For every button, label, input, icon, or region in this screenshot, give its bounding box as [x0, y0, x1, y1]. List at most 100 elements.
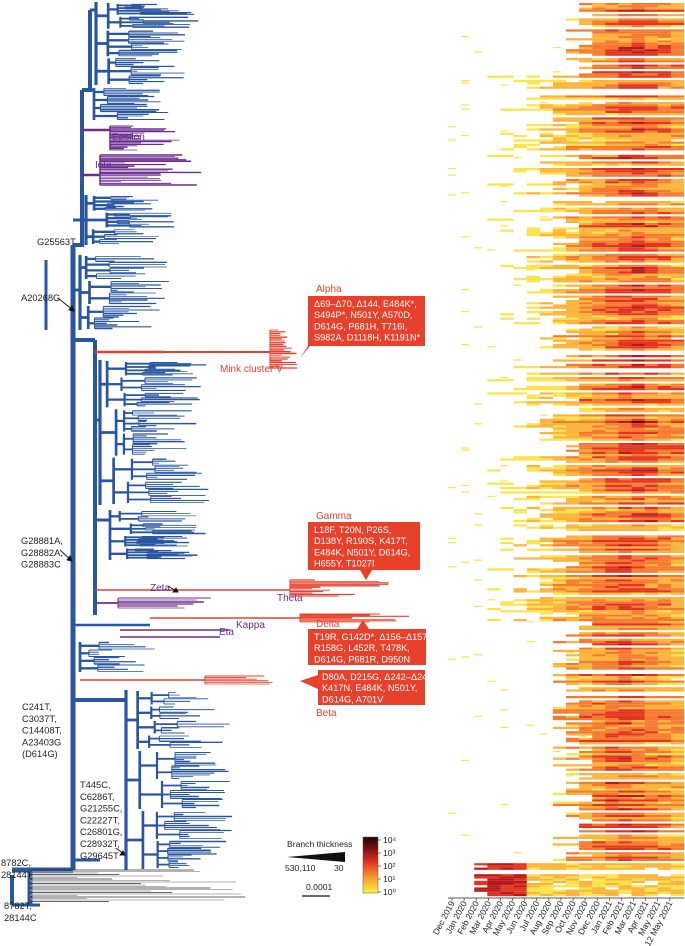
- heatmap-cell: [631, 590, 645, 593]
- heatmap-cell: [618, 592, 632, 595]
- heatmap-cell: [566, 487, 580, 490]
- beta-mutation-line: K417N, E484K, N501Y,: [322, 683, 417, 693]
- heatmap-cell: [670, 847, 685, 850]
- heatmap-cell: [526, 80, 540, 83]
- heatmap-cell: [605, 515, 619, 518]
- heatmap-cell: [670, 447, 685, 450]
- heatmap-cell: [657, 612, 672, 615]
- heatmap-cell: [644, 812, 658, 815]
- heatmap-cell: [579, 731, 593, 734]
- heatmap-cell: [605, 478, 619, 481]
- heatmap-cell: [474, 524, 483, 526]
- heatmap-cell: [566, 544, 580, 547]
- heatmap-cell: [592, 53, 606, 56]
- heatmap-cell: [605, 746, 619, 749]
- heatmap-cell: [631, 47, 645, 50]
- heatmap-cell: [631, 36, 645, 39]
- heatmap-cell: [644, 663, 658, 666]
- heatmap-cell: [670, 328, 685, 331]
- heatmap-cell: [474, 883, 488, 886]
- heatmap-cell: [552, 605, 567, 608]
- heatmap-cell: [657, 225, 672, 228]
- heatmap-cell: [631, 502, 645, 505]
- heatmap-cell: [631, 806, 645, 809]
- heatmap-cell: [657, 106, 672, 109]
- heatmap-cell: [631, 777, 645, 780]
- heatmap-cell: [644, 286, 658, 289]
- heatmap-cell: [539, 456, 554, 459]
- heatmap-cell: [579, 830, 593, 833]
- heatmap-cell: [592, 663, 606, 666]
- heatmap-cell: [657, 808, 672, 811]
- heatmap-cell: [605, 874, 619, 877]
- heatmap-cell: [631, 799, 645, 802]
- heatmap-cell: [513, 889, 527, 892]
- heatmap-cell: [670, 548, 685, 551]
- heatmap-cell: [644, 328, 658, 331]
- heatmap-cell: [644, 75, 658, 78]
- heatmap-cell: [644, 825, 658, 828]
- heatmap-cell: [631, 42, 645, 45]
- heatmap-cell: [657, 777, 672, 780]
- heatmap-cell: [579, 458, 593, 461]
- heatmap-cell: [618, 75, 632, 78]
- heatmap-cell: [670, 498, 685, 501]
- heatmap-cell: [566, 97, 580, 100]
- heatmap-cell: [566, 603, 580, 606]
- heatmap-cell: [644, 253, 658, 256]
- heatmap-cell: [605, 339, 619, 342]
- heatmap-cell: [592, 724, 606, 727]
- heatmap-cell: [526, 401, 540, 404]
- heatmap-cell: [592, 722, 606, 725]
- heatmap-cell: [657, 66, 672, 69]
- heatmap-cell: [605, 454, 619, 457]
- heatmap-cell: [644, 49, 658, 52]
- heatmap-cell: [670, 297, 685, 300]
- heatmap-cell: [657, 141, 672, 144]
- heatmap-cell: [657, 762, 672, 765]
- heatmap-cell: [618, 396, 632, 399]
- heatmap-cell: [605, 447, 619, 450]
- heatmap-cell: [631, 137, 645, 140]
- heatmap-cell: [618, 181, 632, 184]
- heatmap-cell: [670, 278, 685, 281]
- heatmap-cell: [657, 161, 672, 164]
- heatmap-cell: [566, 506, 580, 509]
- heatmap-cell: [670, 797, 685, 800]
- heatmap-cell: [644, 823, 658, 826]
- heatmap-cell: [618, 577, 632, 580]
- heatmap-cell: [605, 458, 619, 461]
- heatmap-cell: [592, 566, 606, 569]
- heatmap-cell: [670, 84, 685, 87]
- heatmap-cell: [539, 484, 554, 487]
- heatmap-cell: [605, 36, 619, 39]
- heatmap-cell: [552, 161, 567, 164]
- heatmap-cell: [631, 267, 645, 270]
- heatmap-cell: [644, 385, 658, 388]
- heatmap-cell: [605, 333, 619, 336]
- heatmap-cell: [579, 108, 593, 111]
- heatmap-cell: [579, 434, 593, 437]
- heatmap-cell: [605, 583, 619, 586]
- node-label-g28881a: G28883C: [21, 560, 61, 570]
- heatmap-cell: [552, 124, 567, 127]
- heatmap-cell: [657, 414, 672, 417]
- heatmap-cell: [579, 502, 593, 505]
- heatmap-cell: [657, 506, 672, 509]
- heatmap-cell: [513, 267, 527, 270]
- heatmap-cell: [579, 746, 593, 749]
- heatmap-cell: [631, 40, 645, 43]
- heatmap-cell: [644, 40, 658, 43]
- heatmap-cell: [618, 102, 632, 105]
- heatmap-cell: [579, 702, 593, 705]
- heatmap-cell: [670, 379, 685, 382]
- heatmap-cell: [579, 638, 593, 641]
- heatmap-cell: [657, 163, 672, 166]
- heatmap-cell: [657, 366, 672, 369]
- heatmap-cell: [539, 733, 548, 735]
- heatmap-cell: [605, 722, 619, 725]
- heatmap-cell: [461, 656, 469, 658]
- heatmap-cell: [644, 775, 658, 778]
- heatmap-cell: [605, 238, 619, 241]
- heatmap-cell: [670, 284, 685, 287]
